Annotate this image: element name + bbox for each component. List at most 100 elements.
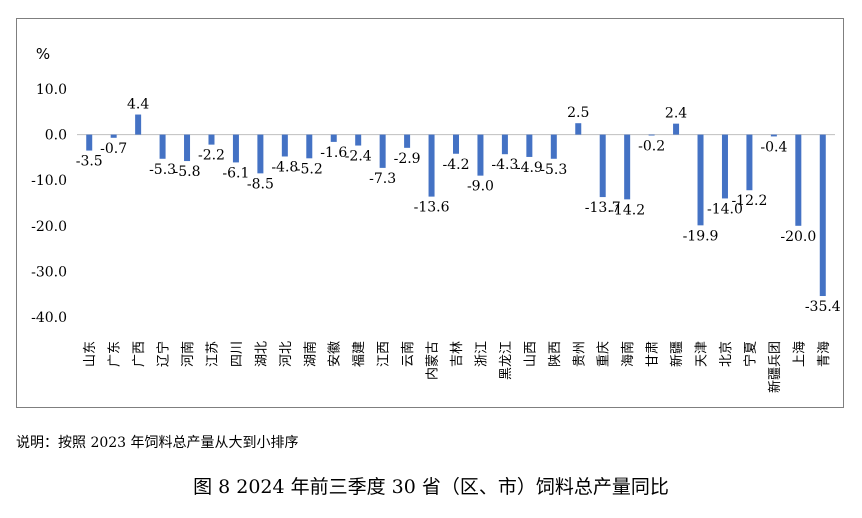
data-label-山西: -4.9 xyxy=(516,160,543,176)
category-label-新疆兵团: 新疆兵团 xyxy=(767,341,783,393)
data-label-福建: -2.4 xyxy=(345,149,372,165)
bar-广东 xyxy=(110,134,117,138)
y-tick-label: 0.0 xyxy=(45,128,67,144)
data-label-河南: -5.8 xyxy=(174,164,201,180)
data-label-北京: -14.0 xyxy=(707,201,743,217)
data-label-河北: -4.8 xyxy=(271,159,298,175)
bar-河南 xyxy=(184,134,191,162)
category-label-宁夏: 宁夏 xyxy=(742,341,758,367)
category-label-河南: 河南 xyxy=(180,341,196,367)
bar-山西 xyxy=(526,134,533,157)
category-label-江苏: 江苏 xyxy=(204,341,220,367)
bar-青海 xyxy=(819,134,826,297)
category-label-湖南: 湖南 xyxy=(302,341,318,367)
category-label-上海: 上海 xyxy=(792,341,807,367)
bar-浙江 xyxy=(477,134,484,176)
data-label-安徽: -1.6 xyxy=(320,145,347,161)
bar-北京 xyxy=(721,134,728,199)
bar-陕西 xyxy=(550,134,557,159)
category-label-北京: 北京 xyxy=(719,341,734,367)
data-label-四川: -6.1 xyxy=(222,165,249,181)
figure-caption: 图 8 2024 年前三季度 30 省（区、市）饲料总产量同比 xyxy=(193,476,669,498)
category-label-浙江: 浙江 xyxy=(474,341,489,367)
bar-新疆兵团 xyxy=(770,134,777,137)
category-label-安徽: 安徽 xyxy=(328,341,343,367)
data-label-山东: -3.5 xyxy=(76,154,103,170)
category-label-江西: 江西 xyxy=(377,341,392,367)
data-label-湖南: -5.2 xyxy=(296,161,323,177)
data-label-甘肃: -0.2 xyxy=(638,139,665,155)
category-label-山西: 山西 xyxy=(523,341,538,367)
bar-广西 xyxy=(135,114,142,135)
data-label-上海: -20.0 xyxy=(780,229,816,245)
data-label-重庆: -13.7 xyxy=(585,200,621,216)
category-label-吉林: 吉林 xyxy=(450,341,465,367)
data-label-青海: -35.4 xyxy=(805,299,841,315)
data-label-江西: -7.3 xyxy=(369,171,396,187)
bar-贵州 xyxy=(575,123,582,135)
category-label-青海: 青海 xyxy=(817,341,832,367)
bar-安徽 xyxy=(330,134,337,142)
category-label-广东: 广东 xyxy=(108,341,123,367)
bar-新疆 xyxy=(673,123,680,135)
data-label-湖北: -8.5 xyxy=(247,176,274,192)
data-label-辽宁: -5.3 xyxy=(149,162,176,178)
data-label-贵州: 2.5 xyxy=(567,105,589,121)
bar-宁夏 xyxy=(746,134,753,191)
bar-黑龙江 xyxy=(501,134,508,155)
data-label-广西: 4.4 xyxy=(127,97,149,113)
category-label-重庆: 重庆 xyxy=(596,341,612,367)
bar-重庆 xyxy=(599,134,606,198)
category-label-山东: 山东 xyxy=(83,341,98,367)
chart-frame: % 10.0 0.0 -10.0 -20.0 -30.0 -40.0 -3.5 山东 -0.7 广东… xyxy=(16,18,844,408)
bar-天津 xyxy=(697,134,704,226)
data-label-天津: -19.9 xyxy=(683,228,719,244)
data-label-新疆兵团: -0.4 xyxy=(760,139,787,155)
data-label-吉林: -4.2 xyxy=(443,157,470,173)
data-label-江苏: -2.2 xyxy=(198,148,225,164)
category-label-贵州: 贵州 xyxy=(572,341,587,367)
category-label-四川: 四川 xyxy=(230,341,245,367)
category-label-湖北: 湖北 xyxy=(254,341,269,367)
data-label-广东: -0.7 xyxy=(100,141,127,157)
data-label-陕西: -5.3 xyxy=(540,162,567,178)
data-label-内蒙古: -13.6 xyxy=(414,200,450,216)
category-label-甘肃: 甘肃 xyxy=(646,341,661,367)
data-label-宁夏: -12.2 xyxy=(731,193,767,209)
category-label-陕西: 陕西 xyxy=(548,341,563,367)
bar-湖南 xyxy=(306,134,313,159)
data-label-黑龙江: -4.3 xyxy=(491,157,518,173)
bar-云南 xyxy=(404,134,411,148)
category-label-天津: 天津 xyxy=(695,341,710,367)
category-label-内蒙古: 内蒙古 xyxy=(425,341,441,380)
category-label-海南: 海南 xyxy=(620,341,636,367)
bar-内蒙古 xyxy=(428,134,435,197)
category-label-云南: 云南 xyxy=(400,341,416,367)
bar-海南 xyxy=(624,134,631,200)
bar-辽宁 xyxy=(159,134,166,159)
chart-note: 说明：按照 2023 年饲料总产量从大到小排序 xyxy=(16,435,299,451)
bar-山东 xyxy=(86,134,93,151)
bar-甘肃 xyxy=(648,134,655,136)
y-tick-label: -30.0 xyxy=(31,264,67,280)
y-tick-label: -10.0 xyxy=(31,173,67,189)
category-label-辽宁: 辽宁 xyxy=(156,341,172,367)
bar-四川 xyxy=(232,134,239,163)
data-label-海南: -14.2 xyxy=(609,202,645,218)
bar-江西 xyxy=(379,134,386,168)
category-label-广西: 广西 xyxy=(132,341,147,367)
bar-吉林 xyxy=(453,134,459,154)
y-tick-label: 10.0 xyxy=(36,82,67,98)
bar-上海 xyxy=(795,134,802,226)
data-label-云南: -2.9 xyxy=(394,151,421,167)
category-label-河北: 河北 xyxy=(279,341,294,367)
data-label-浙江: -9.0 xyxy=(467,179,494,195)
bar-湖北 xyxy=(257,134,264,174)
bar-福建 xyxy=(355,134,362,146)
bar-江苏 xyxy=(208,134,215,145)
bar-河北 xyxy=(281,134,288,157)
category-label-福建: 福建 xyxy=(352,341,367,367)
y-axis-unit-label: % xyxy=(36,45,50,63)
y-tick-label: -40.0 xyxy=(31,310,67,326)
data-label-新疆: 2.4 xyxy=(665,106,687,122)
